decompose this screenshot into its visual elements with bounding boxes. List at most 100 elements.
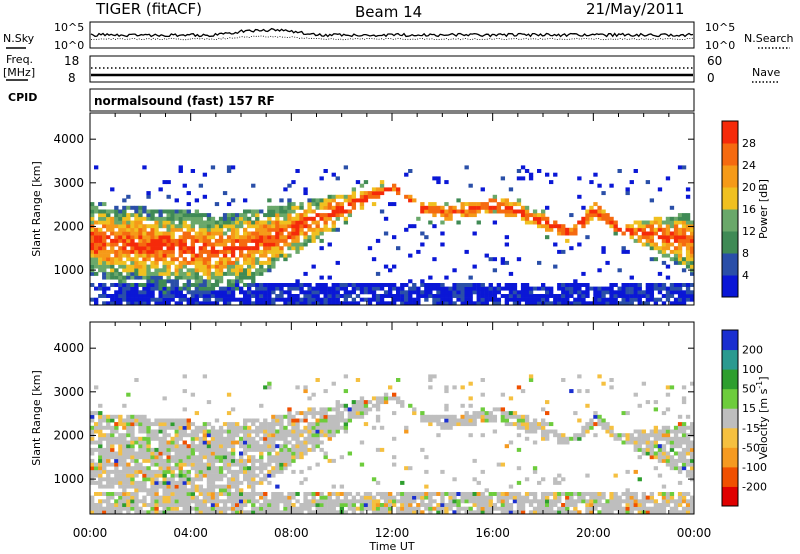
heatmap-cell <box>226 392 232 397</box>
heatmap-cell <box>657 506 663 511</box>
heatmap-cell <box>130 231 135 236</box>
heatmap-cell <box>146 492 151 496</box>
heatmap-cell <box>557 492 562 496</box>
heatmap-cell <box>142 275 147 280</box>
heatmap-cell <box>295 279 300 284</box>
heatmap-cell <box>206 271 212 276</box>
heatmap-cell <box>557 283 562 287</box>
heatmap-cell <box>158 444 163 449</box>
heatmap-cell <box>174 268 179 273</box>
heatmap-cell <box>347 411 353 416</box>
heatmap-cell <box>504 260 510 265</box>
heatmap-cell <box>504 411 510 416</box>
heatmap-cell <box>484 205 489 210</box>
heatmap-cell <box>508 440 514 445</box>
heatmap-cell <box>251 283 256 287</box>
heatmap-cell <box>323 510 328 515</box>
heatmap-cell <box>637 503 642 507</box>
heatmap-cell <box>202 242 208 247</box>
heatmap-cell <box>549 227 554 232</box>
heatmap-cell <box>194 488 200 493</box>
heatmap-cell <box>573 492 578 496</box>
heatmap-cell <box>146 213 151 218</box>
heatmap-cell <box>118 294 123 298</box>
heatmap-cell <box>190 216 196 221</box>
velocity-cbar-label: Velocity [m s-1] <box>755 376 770 459</box>
heatmap-cell <box>263 220 268 225</box>
heatmap-cell <box>508 495 514 500</box>
heatmap-cell <box>504 202 510 207</box>
colorbar-tick-label: -200 <box>742 480 767 493</box>
heatmap-cell <box>166 180 171 185</box>
heatmap-cell <box>279 433 284 438</box>
heatmap-cell <box>593 433 598 438</box>
heatmap-cell <box>239 297 244 302</box>
colorbar-swatch <box>722 209 738 232</box>
heatmap-cell <box>251 506 256 511</box>
heatmap-cell <box>673 224 679 229</box>
heatmap-cell <box>198 484 204 489</box>
heatmap-cell <box>690 249 695 254</box>
heatmap-cell <box>162 473 167 478</box>
heatmap-cell <box>307 297 312 302</box>
heatmap-cell <box>182 183 187 188</box>
heatmap-cell <box>226 271 232 276</box>
heatmap-cell <box>323 213 328 218</box>
heatmap-cell <box>549 492 554 496</box>
heatmap-cell <box>331 506 336 511</box>
heatmap-cell <box>379 294 385 298</box>
heatmap-cell <box>130 495 135 500</box>
heatmap-cell <box>287 414 292 419</box>
heatmap-cell <box>649 198 655 203</box>
heatmap-cell <box>222 503 228 507</box>
heatmap-cell <box>404 503 409 507</box>
colorbar-tick-label: 28 <box>742 137 756 150</box>
heatmap-cell <box>134 294 139 298</box>
heatmap-cell <box>214 283 220 287</box>
heatmap-cell <box>375 403 381 408</box>
heatmap-cell <box>190 447 196 452</box>
heatmap-cell <box>194 458 200 463</box>
heatmap-cell <box>375 503 381 507</box>
heatmap-cell <box>90 260 95 265</box>
heatmap-cell <box>355 411 361 416</box>
heatmap-cell <box>275 455 280 460</box>
heatmap-cell <box>170 257 175 262</box>
x-tick-label: 08:00 <box>274 526 309 540</box>
heatmap-cell <box>118 469 123 474</box>
heatmap-cell <box>561 506 566 511</box>
heatmap-cell <box>637 447 642 452</box>
heatmap-cell <box>259 242 264 247</box>
heatmap-cell <box>154 506 159 511</box>
heatmap-cell <box>98 202 103 207</box>
heatmap-cell <box>625 433 630 438</box>
heatmap-cell <box>158 268 163 273</box>
heatmap-cell <box>174 290 179 295</box>
heatmap-cell <box>243 246 248 251</box>
heatmap-cell <box>243 447 248 452</box>
heatmap-cell <box>343 503 349 507</box>
heatmap-cell <box>685 294 691 298</box>
heatmap-cell <box>541 297 546 302</box>
heatmap-cell <box>275 466 280 471</box>
heatmap-cell <box>186 418 191 423</box>
heatmap-cell <box>617 294 622 298</box>
heatmap-cell <box>673 466 679 471</box>
heatmap-cell <box>218 238 224 243</box>
heatmap-cell <box>210 440 216 445</box>
heatmap-cell <box>428 220 433 225</box>
heatmap-cell <box>134 253 139 258</box>
heatmap-cell <box>589 425 594 430</box>
heatmap-cell <box>158 242 163 247</box>
heatmap-cell <box>263 503 268 507</box>
heatmap-cell <box>210 264 216 269</box>
heatmap-cell <box>222 257 228 262</box>
heatmap-cell <box>416 286 421 291</box>
heatmap-cell <box>400 400 405 405</box>
heatmap-cell <box>504 503 510 507</box>
heatmap-cell <box>303 235 308 240</box>
heatmap-cell <box>90 436 95 441</box>
heatmap-cell <box>593 411 598 416</box>
heatmap-cell <box>408 403 413 408</box>
heatmap-cell <box>311 301 316 306</box>
